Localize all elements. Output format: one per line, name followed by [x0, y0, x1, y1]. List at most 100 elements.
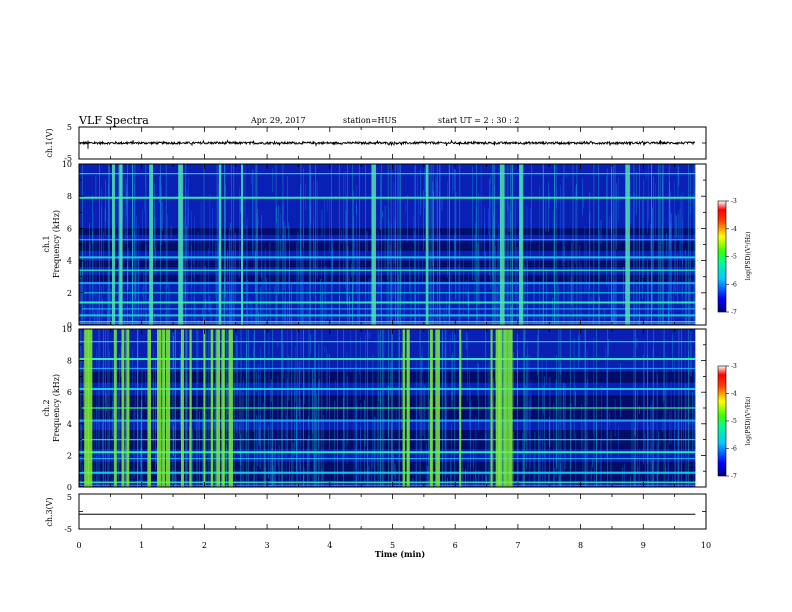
x-axis-label: Time (min) [375, 549, 425, 559]
colorbar-tick-label: -3 [731, 363, 737, 370]
ytick-label: 0 [67, 483, 72, 492]
burst [210, 329, 214, 487]
colorbar-tick-label: -4 [731, 226, 737, 233]
panel-ch1-waveform: 5 -5 ch.1(V) [45, 123, 707, 163]
tick-marks [78, 163, 707, 326]
ytick-label: 6 [67, 388, 72, 397]
colorbar-tick-label: -3 [731, 198, 737, 205]
spectrogram-ch2 [79, 329, 696, 487]
panel-frame [78, 493, 707, 530]
burst [228, 329, 233, 487]
burst [503, 329, 508, 487]
y-axis-label: ch.1 [42, 235, 51, 252]
figure-title: VLF Spectra [78, 114, 149, 127]
burst [203, 329, 206, 487]
xtick-label: 6 [453, 541, 458, 550]
burst [84, 329, 89, 487]
colorbar-ticks: -3 -4 -5 -6 -7 [726, 363, 737, 480]
colorbar-gradient [717, 200, 727, 313]
burst [157, 329, 162, 487]
colorbar-tick-label: -6 [731, 281, 737, 288]
burst [508, 329, 513, 487]
burst [435, 329, 440, 487]
xtick-label: 3 [265, 541, 270, 550]
burst [121, 329, 125, 487]
burst [149, 164, 154, 325]
ytick-label: 4 [67, 420, 72, 429]
y-axis-label: ch.2 [42, 399, 51, 416]
burst [459, 329, 462, 487]
spectrogram-ch1 [79, 164, 696, 325]
xtick-labels: 0 1 2 3 4 5 6 7 8 9 10 [76, 541, 711, 550]
ytick-labels: 0 2 4 6 8 10 [62, 160, 72, 330]
burst [490, 329, 493, 487]
colorbar-label: log(PSD)(V²/Hz) [745, 397, 752, 446]
tick-marks [78, 328, 707, 488]
burst [402, 329, 405, 487]
ytick-label: 5 [67, 493, 72, 502]
burst [425, 164, 429, 325]
y-axis-label-frequency: Frequency (kHz) [52, 374, 61, 442]
tick-marks [78, 493, 707, 530]
burst [519, 164, 523, 325]
y-axis-label: ch.1(V) [45, 128, 54, 157]
header-station: station=HUS [343, 116, 397, 125]
burst [406, 329, 410, 487]
y-axis-label-frequency: Frequency (kHz) [52, 210, 61, 278]
xtick-label: 4 [327, 541, 332, 550]
xtick-label: 10 [701, 541, 711, 550]
header-date: Apr. 29, 2017 [250, 116, 306, 125]
colorbar-tick-label: -4 [731, 391, 737, 398]
tick-marks [78, 126, 707, 160]
burst [241, 164, 244, 325]
burst [147, 329, 151, 487]
burst [189, 329, 192, 487]
colorbar-tick-label: -6 [731, 446, 737, 453]
colorbar-tick-label: -7 [731, 309, 737, 316]
ytick-label: 8 [67, 357, 72, 366]
ytick-label: -5 [64, 525, 72, 534]
burst [119, 164, 123, 325]
burst [88, 329, 93, 487]
ytick-label: 2 [67, 451, 72, 460]
xtick-label: 9 [641, 541, 646, 550]
colorbar-ticks: -3 -4 -5 -6 -7 [726, 198, 737, 316]
burst [429, 329, 433, 487]
burst [126, 329, 130, 487]
burst [221, 329, 225, 487]
colorbar-ch1: -3 -4 -5 -6 -7 log(PSD)(V²/Hz) [717, 198, 752, 316]
burst [625, 164, 630, 325]
burst [216, 329, 221, 487]
ytick-label: 2 [67, 289, 72, 298]
burst [495, 329, 501, 487]
burst [112, 164, 115, 325]
colorbar-gradient [717, 365, 727, 477]
ytick-label: -5 [64, 154, 72, 163]
header-start-time: start UT = 2 : 30 : 2 [438, 116, 519, 125]
burst [162, 329, 166, 487]
burst [371, 164, 376, 325]
panel-ch3-waveform: 5 -5 ch.3(V) 0 1 2 3 4 5 6 7 8 9 10 Time (min) [45, 493, 711, 559]
burst [114, 329, 117, 487]
burst [498, 329, 503, 487]
ytick-label: 4 [67, 257, 72, 266]
ytick-label: 5 [67, 123, 72, 132]
colorbar-label: log(PSD)(V²/Hz) [745, 232, 752, 281]
colorbar-tick-label: -7 [731, 473, 737, 480]
xtick-label: 0 [76, 541, 81, 550]
colorbar-tick-label: -5 [731, 418, 737, 425]
burst [165, 329, 171, 487]
panel-ch1-spectrogram: 0 2 4 6 8 10 ch.1 Frequency (kHz) -3 -4 -5 -6 -7 … [42, 160, 752, 330]
ytick-label: 10 [62, 160, 72, 169]
ytick-label: 8 [67, 192, 72, 201]
burst [180, 329, 184, 487]
ytick-labels: 0 2 4 6 8 10 [62, 325, 72, 492]
burst [178, 164, 183, 325]
ytick-label: 0 [67, 321, 72, 330]
xtick-label: 7 [515, 541, 520, 550]
burst [218, 164, 222, 325]
burst [499, 164, 505, 325]
xtick-label: 2 [202, 541, 207, 550]
ytick-label: 6 [67, 224, 72, 233]
